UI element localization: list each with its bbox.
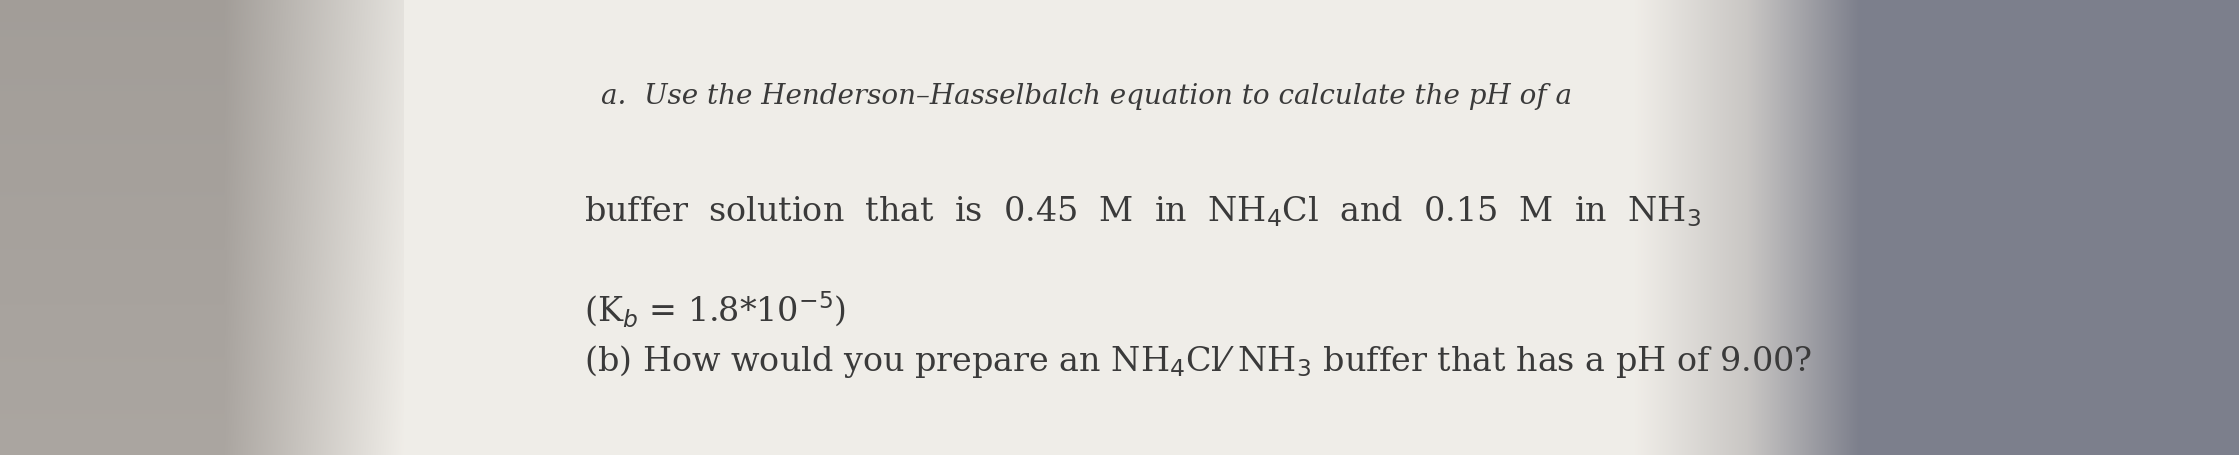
Text: buffer  solution  that  is  0.45  M  in  NH$_4$Cl  and  0.15  M  in  NH$_3$: buffer solution that is 0.45 M in NH$_4$… (584, 195, 1702, 229)
Text: (K$_b$ = 1.8*10$^{-5}$): (K$_b$ = 1.8*10$^{-5}$) (584, 289, 846, 329)
Text: (b) How would you prepare an NH$_4$Cl⁄ NH$_3$ buffer that has a pH of 9.00?: (b) How would you prepare an NH$_4$Cl⁄ N… (584, 344, 1811, 380)
Text: a.  Use the Henderson–Hasselbalch equation to calculate the pH of a: a. Use the Henderson–Hasselbalch equatio… (600, 83, 1572, 110)
